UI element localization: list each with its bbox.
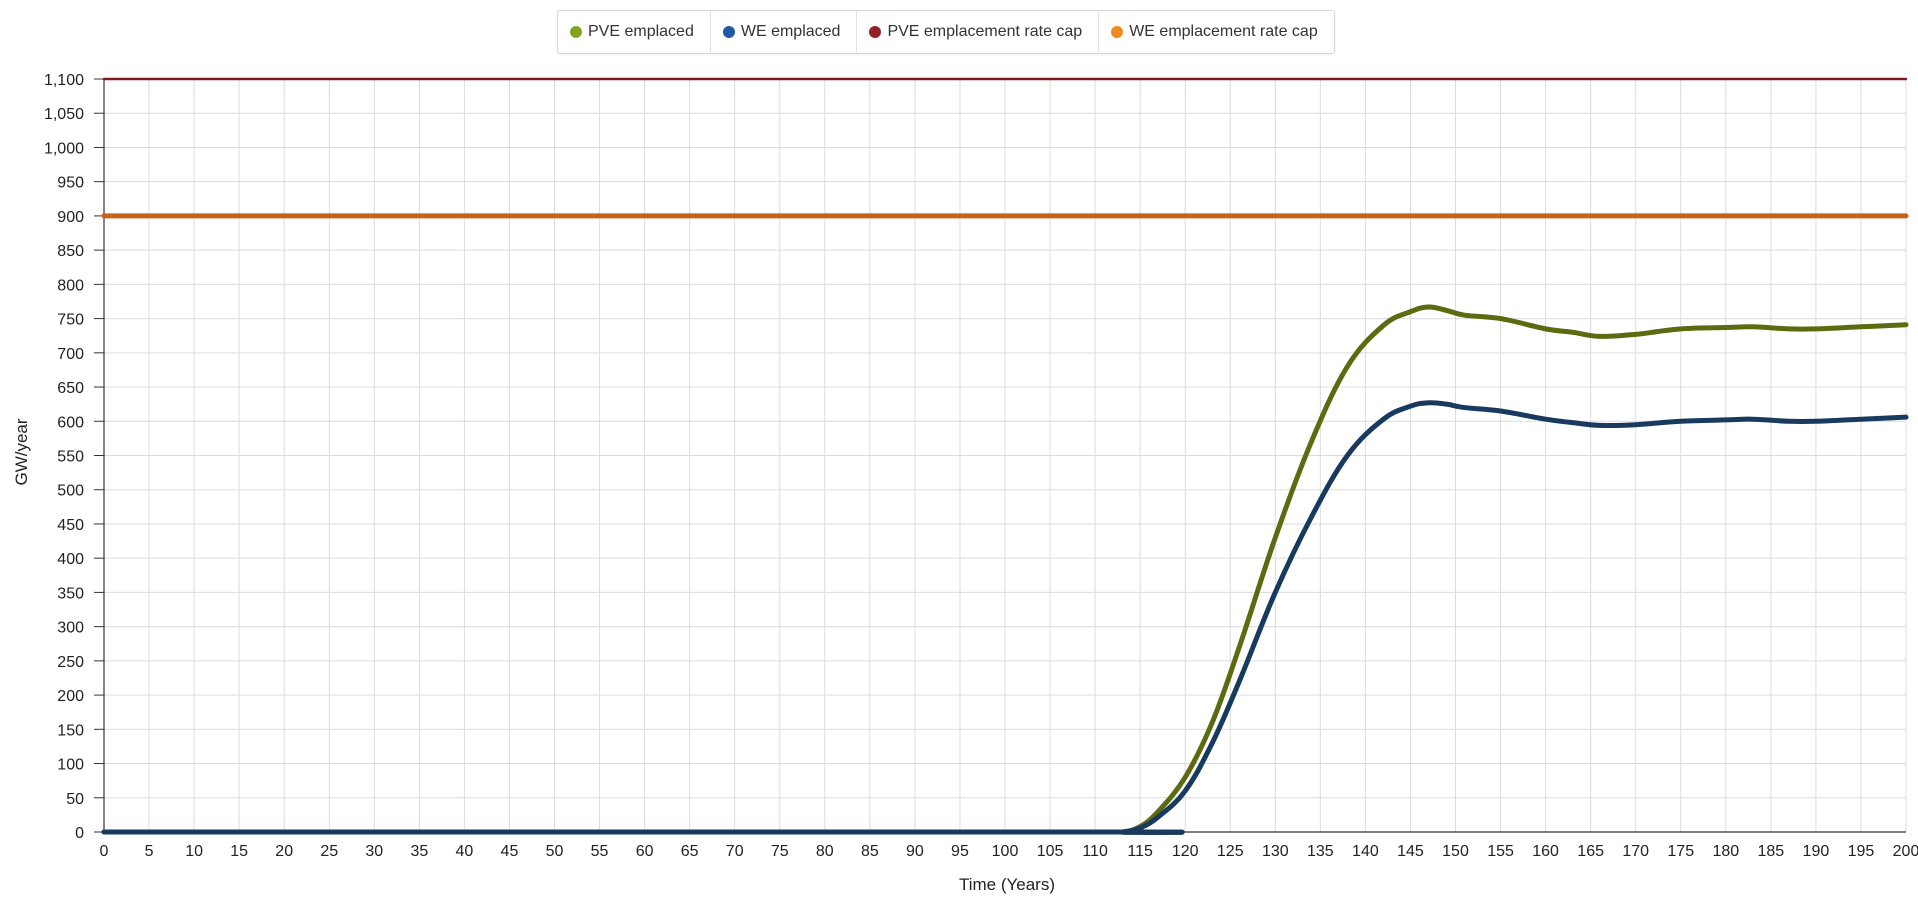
x-tick-label: 5	[145, 843, 154, 860]
y-tick-label: 1,000	[44, 140, 84, 157]
x-tick-label: 140	[1352, 843, 1379, 860]
y-tick-label: 550	[57, 449, 84, 466]
legend-label: WE emplacement rate cap	[1129, 23, 1318, 40]
legend-dot-icon	[869, 26, 882, 38]
x-tick-label: 130	[1262, 843, 1289, 860]
legend-item-we-emplaced[interactable]: WE emplaced	[711, 11, 858, 53]
x-tick-label: 35	[410, 843, 428, 860]
legend-item-we-rate-cap[interactable]: WE emplacement rate cap	[1099, 11, 1334, 53]
y-tick-label: 1,050	[44, 106, 84, 123]
x-tick-label: 195	[1848, 843, 1875, 860]
x-tick-label: 50	[546, 843, 564, 860]
y-tick-label: 850	[57, 243, 84, 260]
y-tick-label: 900	[57, 209, 84, 226]
x-axis-label: Time (Years)	[959, 875, 1055, 894]
x-tick-label: 85	[861, 843, 879, 860]
x-tick-label: 165	[1577, 843, 1604, 860]
y-tick-label: 250	[57, 654, 84, 671]
legend: PVE emplaced WE emplaced PVE emplacement…	[557, 10, 1335, 54]
legend-label: PVE emplaced	[588, 23, 694, 40]
x-tick-label: 40	[456, 843, 474, 860]
x-tick-label: 190	[1803, 843, 1830, 860]
x-tick-label: 15	[230, 843, 248, 860]
legend-item-pve-emplaced[interactable]: PVE emplaced	[558, 11, 711, 53]
y-tick-label: 0	[75, 825, 84, 842]
x-tick-label: 110	[1082, 843, 1108, 860]
x-tick-label: 90	[906, 843, 924, 860]
y-tick-label: 1,100	[44, 72, 84, 89]
legend-item-pve-rate-cap[interactable]: PVE emplacement rate cap	[857, 11, 1100, 53]
x-tick-label: 65	[681, 843, 699, 860]
x-tick-label: 125	[1217, 843, 1244, 860]
x-tick-label: 105	[1037, 843, 1064, 860]
x-tick-label: 55	[591, 843, 609, 860]
y-tick-label: 300	[57, 620, 84, 637]
x-tick-label: 10	[185, 843, 203, 860]
y-axis-label: GW/year	[12, 418, 31, 485]
x-tick-label: 20	[275, 843, 293, 860]
x-tick-label: 70	[726, 843, 744, 860]
x-tick-label: 180	[1712, 843, 1739, 860]
series-layer	[101, 77, 1909, 835]
x-tick-label: 160	[1532, 843, 1559, 860]
y-tick-label: 350	[57, 585, 84, 602]
x-tick-label: 30	[365, 843, 383, 860]
x-tick-label: 170	[1622, 843, 1649, 860]
legend-dot-icon	[722, 26, 735, 38]
y-tick-label: 50	[66, 791, 84, 808]
axes: 0 5 10 15 20 25 30 35 40 45 50 55 60 65 70 75 80 85 90 95 10…	[44, 72, 1918, 860]
y-tick-label: 600	[57, 414, 84, 431]
x-tick-label: 95	[951, 843, 969, 860]
legend-label: PVE emplacement rate cap	[887, 23, 1083, 40]
y-tick-label: 400	[57, 551, 84, 568]
x-tick-label: 145	[1397, 843, 1424, 860]
grid	[103, 78, 1907, 833]
x-tick-label: 115	[1127, 843, 1153, 860]
legend-dot-icon	[1111, 26, 1124, 38]
y-tick-label: 100	[57, 757, 84, 774]
x-tick-label: 185	[1757, 843, 1784, 860]
x-tick-label: 175	[1667, 843, 1694, 860]
x-tick-label: 0	[100, 843, 109, 860]
x-tick-label: 60	[636, 843, 654, 860]
x-tick-label: 80	[816, 843, 834, 860]
y-tick-label: 200	[57, 688, 84, 705]
x-tick-label: 150	[1442, 843, 1469, 860]
legend-label: WE emplaced	[740, 23, 841, 40]
y-tick-label: 150	[57, 722, 84, 739]
y-tick-label: 950	[57, 175, 84, 192]
x-tick-label: 45	[501, 843, 519, 860]
y-tick-label: 500	[57, 483, 84, 500]
y-tick-label: 750	[57, 312, 84, 329]
y-tick-label: 450	[57, 517, 84, 534]
y-tick-label: 800	[57, 277, 84, 294]
x-tick-label: 155	[1487, 843, 1514, 860]
x-tick-label: 75	[771, 843, 789, 860]
x-tick-label: 200	[1893, 843, 1918, 860]
y-tick-label: 650	[57, 380, 84, 397]
x-tick-label: 100	[992, 843, 1019, 860]
x-tick-label: 135	[1307, 843, 1334, 860]
y-tick-label: 700	[57, 346, 84, 363]
x-tick-label: 120	[1172, 843, 1199, 860]
we-emplaced-line	[101, 400, 1909, 835]
x-tick-label: 25	[320, 843, 338, 860]
legend-dot-icon	[570, 26, 582, 38]
